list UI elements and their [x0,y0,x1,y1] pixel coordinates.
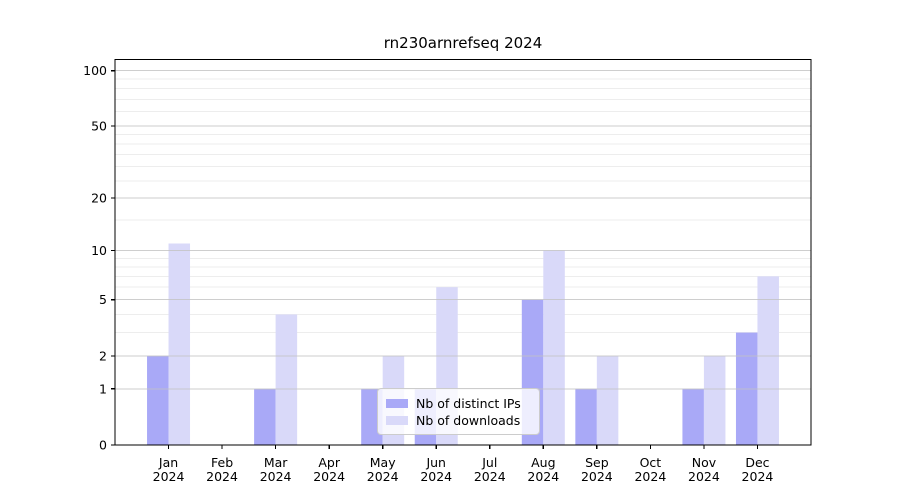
bar [254,388,276,445]
legend-label-distinct-ips: Nb of distinct IPs [416,396,521,411]
axis-frame [114,58,812,446]
x-tick-label-month: Mar [264,455,288,470]
x-tick-label-year: 2024 [206,469,238,484]
x-tick-label-year: 2024 [581,469,613,484]
bar [575,388,597,445]
x-tick-label-month: Jun [425,455,446,470]
x-tick-label-year: 2024 [742,469,774,484]
y-tick-label: 50 [91,119,107,134]
x-tick-label-month: Sep [585,455,609,470]
x-tick-label-month: Aug [531,455,555,470]
x-tick-label-year: 2024 [260,469,292,484]
legend-row-downloads: Nb of downloads [386,412,531,429]
x-tick-label-year: 2024 [420,469,452,484]
x-tick-label-month: Jan [158,455,178,470]
bar [682,388,704,445]
legend: Nb of distinct IPs Nb of downloads [377,388,540,435]
x-tick-label-year: 2024 [527,469,559,484]
legend-row-distinct-ips: Nb of distinct IPs [386,395,531,412]
y-tick-label: 2 [99,348,107,363]
bar [757,276,779,445]
y-tick-label: 0 [99,438,107,453]
y-tick-label: 5 [99,292,107,307]
bar [147,355,169,445]
x-tick-label-year: 2024 [313,469,345,484]
x-tick-label-year: 2024 [634,469,666,484]
x-tick-label-month: Nov [692,455,717,470]
y-tick-label: 10 [91,243,107,258]
x-tick-label-year: 2024 [153,469,185,484]
x-tick-label-month: Jul [481,455,497,470]
bar [596,355,619,445]
y-tick-label: 1 [99,381,107,396]
bar [168,243,191,445]
x-tick-label-month: Apr [318,455,340,470]
distinct-ips-swatch [386,399,408,408]
y-tick-label: 100 [83,63,107,78]
x-tick-label-year: 2024 [688,469,720,484]
bar [543,250,565,445]
y-tick-label: 20 [91,191,107,206]
x-tick-label-month: May [370,455,396,470]
x-tick-label-month: Oct [640,455,662,470]
bar [275,314,298,445]
bar [703,355,726,445]
x-tick-label-month: Feb [211,455,233,470]
downloads-swatch [386,416,408,425]
x-tick-label-year: 2024 [474,469,506,484]
x-tick-label-year: 2024 [367,469,399,484]
legend-label-downloads: Nb of downloads [416,413,521,428]
x-tick-label-month: Dec [745,455,769,470]
chart-title: rn230arnrefseq 2024 [383,34,543,52]
